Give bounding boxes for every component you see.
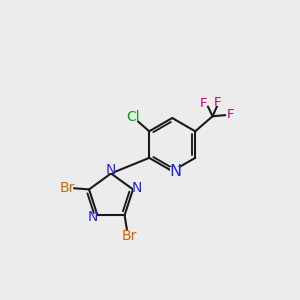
Text: N: N [169,164,181,178]
Bar [62,184,72,191]
Text: Br: Br [122,230,137,244]
Text: Br: Br [59,181,75,195]
Bar [89,214,97,220]
Text: N: N [131,181,142,195]
Text: Cl: Cl [127,110,140,124]
Text: F: F [200,97,208,110]
Bar [124,233,135,240]
Bar [107,167,115,173]
Bar [215,100,220,106]
Bar [201,101,207,107]
Text: N: N [88,210,98,224]
Bar [133,184,141,191]
Bar [129,114,138,121]
Text: F: F [214,96,221,109]
Bar [227,112,233,118]
Text: F: F [226,108,234,121]
Bar [170,167,180,175]
Text: N: N [106,163,116,177]
